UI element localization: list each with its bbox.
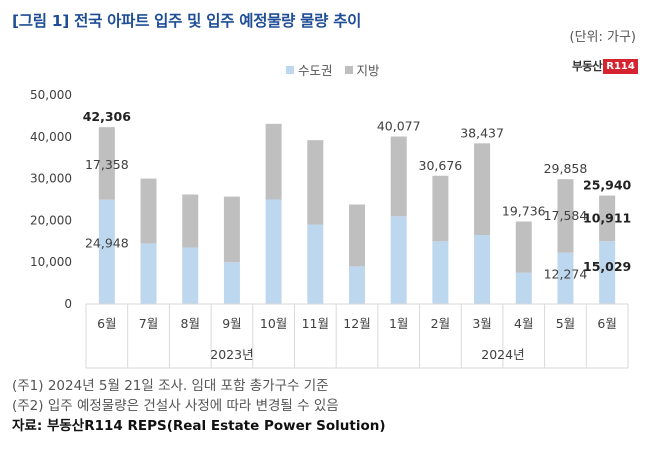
chart-title: [그림 1] 전국 아파트 입주 및 입주 예정물량 물량 추이 <box>12 12 362 30</box>
bar-capital <box>557 252 574 304</box>
x-tick-label: 7월 <box>139 316 158 331</box>
bar-regional <box>98 127 115 200</box>
bar-regional <box>265 123 282 200</box>
x-group-label: 2024년 <box>481 347 524 362</box>
data-label-regional: 10,911 <box>583 210 631 225</box>
bar-capital <box>349 266 365 304</box>
x-tick-label: 6월 <box>97 316 116 331</box>
bar-regional <box>599 195 616 242</box>
source-line: 자료: 부동산R114 REPS(Real Estate Power Solut… <box>12 418 386 434</box>
data-label-capital: 15,029 <box>583 259 631 274</box>
data-label-total: 29,858 <box>544 161 588 176</box>
y-tick-label: 20,000 <box>30 213 72 227</box>
x-tick-label: 11월 <box>302 316 329 331</box>
footnote-2: (주2) 입주 예정물량은 건설사 사정에 따라 변경될 수 있음 <box>12 398 339 414</box>
legend-item-capital: 수도권 <box>286 60 333 79</box>
x-tick-label: 4월 <box>514 316 533 331</box>
bar-regional <box>474 143 491 236</box>
legend: 수도권 지방 <box>286 60 380 79</box>
data-label-total: 42,306 <box>83 109 132 124</box>
bar-regional <box>432 175 449 242</box>
bar-capital <box>182 247 199 304</box>
bar-regional <box>349 204 365 267</box>
bar-capital <box>432 241 449 304</box>
data-label-total: 40,077 <box>377 118 421 133</box>
y-tick-label: 0 <box>64 297 72 311</box>
x-tick-label: 3월 <box>472 316 491 331</box>
bar-capital <box>140 243 157 304</box>
bar-regional <box>515 221 532 273</box>
x-tick-label: 9월 <box>222 316 241 331</box>
x-tick-label: 12월 <box>343 316 370 331</box>
bar-regional <box>307 140 324 225</box>
data-label-total: 38,437 <box>460 125 504 140</box>
y-tick-label: 40,000 <box>30 130 72 144</box>
x-tick-label: 8월 <box>181 316 200 331</box>
logo-badge: R114 <box>603 58 638 74</box>
bar-capital <box>98 199 115 304</box>
x-tick-label: 6월 <box>597 316 616 331</box>
bar-capital <box>223 262 240 304</box>
bar-capital <box>599 241 616 304</box>
x-group-label: 2023년 <box>210 347 253 362</box>
y-tick-label: 50,000 <box>30 88 72 102</box>
bar-capital <box>474 235 491 304</box>
data-label-regional: 17,584 <box>544 208 588 223</box>
y-tick-label: 10,000 <box>30 255 72 269</box>
footnote-1: (주1) 2024년 5월 21일 조사. 임대 포함 총가구수 기준 <box>12 378 329 394</box>
legend-swatch-capital <box>286 65 294 74</box>
bar-capital <box>265 199 282 304</box>
bar-regional <box>557 179 574 253</box>
data-label-total: 19,736 <box>502 204 546 219</box>
x-tick-label: 2월 <box>431 316 450 331</box>
data-label-total: 30,676 <box>419 158 463 173</box>
data-label-regional: 17,358 <box>85 157 129 172</box>
data-label-capital: 24,948 <box>85 236 129 251</box>
legend-label-capital: 수도권 <box>298 63 333 78</box>
bar-capital <box>390 216 407 304</box>
legend-item-regional: 지방 <box>344 60 380 79</box>
logo-text: 부동산 <box>572 59 603 73</box>
bar-regional <box>182 194 199 248</box>
data-label-total: 25,940 <box>583 178 632 193</box>
bar-regional <box>223 196 240 263</box>
bar-capital <box>515 272 532 304</box>
bar-regional <box>390 136 407 217</box>
legend-label-regional: 지방 <box>356 63 380 78</box>
x-tick-label: 10월 <box>260 316 287 331</box>
bar-regional <box>140 178 157 244</box>
data-label-capital: 12,274 <box>544 267 588 282</box>
unit-label: (단위: 가구) <box>569 30 637 45</box>
r114-logo: 부동산 R114 <box>572 58 638 74</box>
y-tick-label: 30,000 <box>30 172 72 186</box>
x-tick-label: 1월 <box>389 316 408 331</box>
legend-swatch-regional <box>344 65 353 74</box>
bar-capital <box>307 224 324 304</box>
x-tick-label: 5월 <box>556 316 575 331</box>
footnotes: (주1) 2024년 5월 21일 조사. 임대 포함 총가구수 기준 (주2)… <box>12 376 386 436</box>
